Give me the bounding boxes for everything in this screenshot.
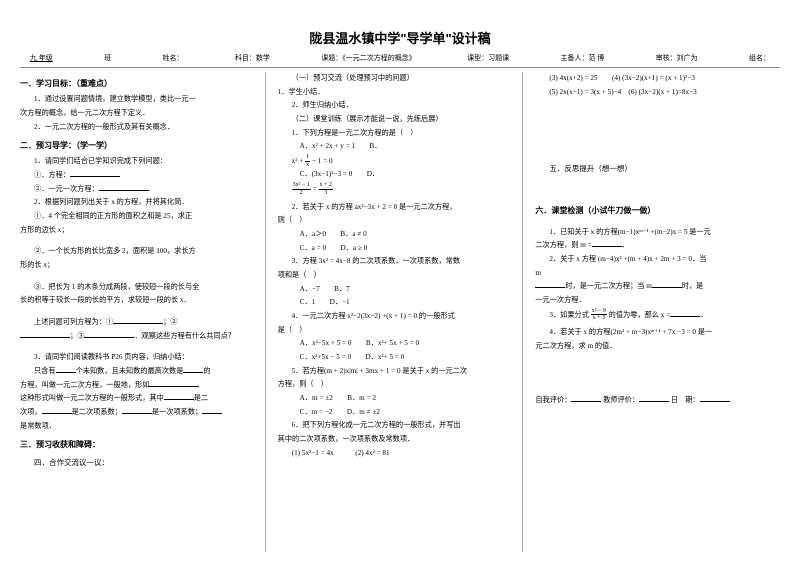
- sec2-l13: 3．请同学们阅读教科书 P26 页内容，归纳小结：: [34, 351, 257, 365]
- columns: 一．学习目标：（重难点） 1．通过设置问题情境，建立数学模型，类比一元一 次方程…: [20, 72, 780, 552]
- sec5-title: 五．反思提升（想一想）: [549, 162, 772, 176]
- sec1-l1: 1．通过设置问题情境，建立数学模型，类比一元一: [34, 93, 257, 107]
- c2-l18b: 其中的二次项系数，一次项系数及常数项．: [278, 433, 515, 447]
- c2-l11: C．1 D．−1: [300, 296, 515, 310]
- c3-q2a: 2．关于 x 方程 (m−4)x² +(m + 4)x + 2m + 3 = 0…: [549, 253, 772, 267]
- c3-q2c: 时，是一元二次方程；当 m时，是: [535, 280, 772, 294]
- c2-l1: （一）预习交流（处理预习中的问题）: [292, 72, 515, 86]
- c3-q1a: 1．已知关于 x 的方程(m−1)xᵐ⁻¹ +(m−2)x = 5 是一元: [549, 226, 772, 240]
- sec2-l10: 长的积等于较长一段的长的平方，求较短一段的长 x．: [20, 294, 257, 308]
- c3-q2e: 一元一次方程．: [535, 294, 772, 308]
- doc-title: 陇县温水镇中学"导学单"设计稿: [20, 28, 780, 47]
- sec1-l3: 2．一元二次方程的一般形式及其有关概念．: [34, 121, 257, 135]
- c2-l4: （二）课堂训练（展示才能说一说，先练后展）: [292, 113, 515, 127]
- c2-l15b: 方程，则（ ）: [278, 378, 515, 392]
- sec2-l15: 方程，叫做一元二次方程，一般地，形如: [20, 379, 257, 393]
- c2-l9b: 项和是（ ）: [278, 269, 515, 283]
- sec2-l18: 是常数项．: [20, 420, 257, 434]
- meta-type: 课型：习题课: [467, 53, 509, 63]
- sec2-l14: 只含有个未知数，且未知数的最高次数是的: [34, 365, 257, 379]
- c2-l6a: 2．若关于 x 的方程 ax²−3x + 2 = 0 是一元二次方程，: [292, 201, 515, 215]
- c2-fracD: 3x² − 12 = x + 23: [292, 182, 515, 196]
- sec2-l17: 次项，是二次项系数；是一次项系数；: [20, 406, 257, 420]
- c2-l16: A．m = ±2 B．m = 2: [300, 392, 515, 406]
- c2-opC: C．(3x−1)²−3 = 0 D．: [300, 168, 515, 182]
- meta-line: 九 年级 班 姓名： 科目：数学 课题：《一元二次方程的概念》 课型：习题课 主…: [20, 53, 780, 68]
- c2-l5: 1．下列方程是一元二次方程的是（ ）: [292, 127, 515, 141]
- meta-grade: 九 年级: [30, 53, 53, 63]
- c2-l9a: 3．方程 3x² = 4x−8 的二次项系数，一次项系数，常数: [292, 255, 515, 269]
- sec2-l7: ②．一个长方形的长比宽多 2，面积是 100，求长方: [34, 245, 257, 259]
- sec3-title: 三．预习收获和障碍：: [20, 437, 257, 452]
- c2-l12a: 4．一元二次方程 x²−2(3x−2) +(x + 1) = 0 的一般形式: [292, 310, 515, 324]
- meta-author: 主备人：范 博: [561, 53, 605, 63]
- meta-name: 姓名：: [163, 53, 184, 63]
- c2-l8: C．a = 0 D．a ≥ 0: [300, 242, 515, 256]
- c2-l18a: 6．把下列方程化成一元二次方程的一般形式，并写出: [292, 419, 515, 433]
- c3-q1b: 二次方程，则 m =．: [535, 239, 772, 253]
- c2-l14: C．x²+5x − 5 = 0 D．x²+ 5 = 0: [300, 351, 515, 365]
- meta-lesson: 课题：《一元二次方程的概念》: [321, 53, 416, 63]
- c2-l13: A．x²−5x + 5 = 0 B．x²+ 5x + 5 = 0: [300, 337, 515, 351]
- sec6-title: 六．课堂检测（小试牛刀做一做）: [535, 203, 772, 218]
- c3-q4a: 4．若关于 x 的方程(2m² + m−3)xᵐ⁺¹ + 7x −3 = 0 是…: [549, 326, 772, 340]
- meta-class: 班: [104, 53, 111, 63]
- c2-l7: A．a＞0 B．a ≠ 0: [300, 228, 515, 242]
- sec1-title: 一．学习目标：（重难点）: [20, 76, 257, 91]
- c2-l19: (1) 5x²−1 = 4x (2) 4x² = 81: [292, 447, 515, 461]
- sec2-title: 二．预习导学：（学一学）: [20, 138, 257, 153]
- sec2-l9: ③．把长为 1 的木条分成两段，使较短一段的长与全: [34, 281, 257, 295]
- c2-l3: 2．师生归纳小结．: [292, 99, 515, 113]
- sec2-l4: 2．根据列问题列出关于 x 的方程，并将其化简．: [34, 196, 257, 210]
- sec2-l11: 上述问题可列方程为：①；②: [34, 316, 257, 330]
- c3-l2: (5) 2x(x−1) = 3(x + 5)−4 (6) (3x−2)(x + …: [549, 86, 772, 100]
- column-1: 一．学习目标：（重难点） 1．通过设置问题情境，建立数学模型，类比一元一 次方程…: [20, 72, 266, 552]
- meta-reviewer: 审核：刘广为: [656, 53, 698, 63]
- sec2-l12: ；③．观察这些方程有什么共同点？: [20, 330, 257, 344]
- sec2-l6: 方形的边长 x；: [20, 224, 257, 238]
- page: 陇县温水镇中学"导学单"设计稿 九 年级 班 姓名： 科目：数学 课题：《一元二…: [0, 0, 800, 569]
- c2-opA: A．x² + 2x + y = 1 B．: [300, 140, 515, 154]
- meta-subject: 科目：数学: [235, 53, 270, 63]
- footer-evals: 自我评价： 教师评价： 日 期：: [535, 394, 772, 408]
- c3-q3: 3．如果分式 x² − 9x + 3 的值为零，那么 x =．: [549, 308, 772, 322]
- sec2-l2: ①．方程：: [34, 169, 257, 183]
- c2-l17: C．m = −2 D．m ≠ ±2: [300, 406, 515, 420]
- c2-l6b: 则（ ）: [278, 214, 515, 228]
- c2-l2: 1．学生小结．: [278, 86, 515, 100]
- c3-q4b: 元二次方程，求 m 的值．: [535, 340, 772, 354]
- sec2-l5: ①．4 个完全相同的正方形的面积之和是 25，求正: [34, 210, 257, 224]
- c3-l1: (3) 4x(x+2) = 25 (4) (3x−2)(x+1) = (x + …: [549, 72, 772, 86]
- c2-l10: A．−7 B．7: [300, 283, 515, 297]
- c3-q2b: m: [535, 267, 772, 281]
- c2-l12b: 是（ ）: [278, 324, 515, 338]
- sec1-l2: 次方程的概念，给一元二次方程下定义．: [20, 107, 257, 121]
- sec2-l3: ②．一元一次方程：: [34, 183, 257, 197]
- c2-l15a: 5．若方程(m + 2)x|m| + 3mx + 1 = 0 是关于 x 的一元…: [292, 365, 515, 379]
- sec4-title: 四．合作交流议一议：: [34, 456, 257, 470]
- sec2-l1: 1．请同学们结合已学知识完成下列问题：: [34, 155, 257, 169]
- c2-fracB: x² + 1x − 1 = 0: [292, 154, 515, 168]
- column-2: （一）预习交流（处理预习中的问题） 1．学生小结． 2．师生归纳小结． （二）课…: [278, 72, 524, 552]
- meta-group: 组名：: [749, 53, 770, 63]
- sec2-l16: 这种形式叫做一元二次方程的一般形式，其中是二: [20, 392, 257, 406]
- column-3: (3) 4x(x+2) = 25 (4) (3x−2)(x+1) = (x + …: [535, 72, 780, 552]
- sec2-l8: 形的长 x；: [20, 259, 257, 273]
